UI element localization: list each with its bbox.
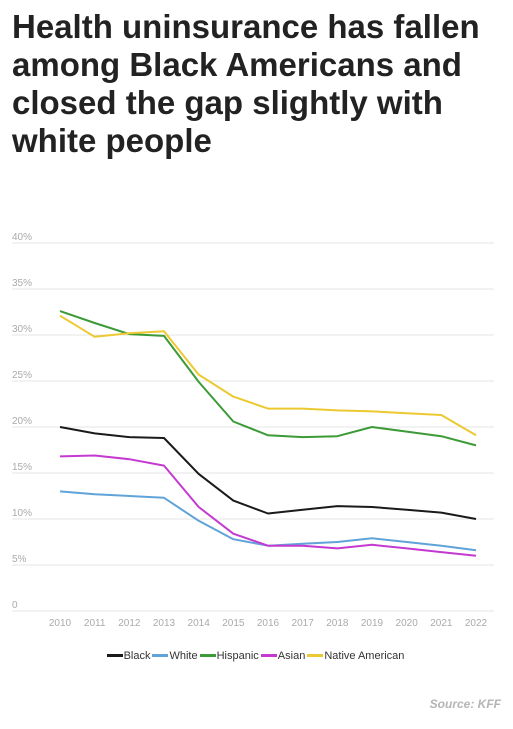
legend-label: Native American — [324, 649, 405, 662]
y-tick-label: 20% — [12, 416, 32, 427]
legend-swatch — [199, 654, 216, 657]
legend: Black White Hispanic Asian Native American — [0, 648, 513, 662]
legend-swatch — [260, 654, 277, 657]
source-note: Source: KFF — [429, 697, 501, 711]
legend-swatch — [152, 654, 169, 657]
line-chart: 05%10%15%20%25%30%35%40% 2010 2011 2012 201… — [12, 232, 494, 629]
x-tick-label: 2020 — [396, 618, 419, 629]
legend-item-white: White — [152, 649, 198, 662]
y-tick-label: 35% — [12, 278, 32, 289]
y-tick-label: 0 — [12, 600, 18, 611]
x-axis-ticks: 2010 2011 2012 2013 2014 2015 2016 2017 2018 2019… — [49, 618, 488, 629]
x-tick-label: 2014 — [188, 618, 211, 629]
x-tick-label: 2021 — [430, 618, 453, 629]
y-tick-label: 5% — [12, 554, 27, 565]
series-line-white — [59, 490, 477, 552]
y-tick-label: 15% — [12, 462, 32, 473]
y-tick-label: 30% — [12, 324, 32, 335]
legend-item-asian: Asian — [260, 649, 306, 662]
chart-title: Health uninsurance has fallen among Blac… — [12, 8, 480, 159]
series-line-hispanic — [59, 310, 477, 447]
legend-label: Black — [123, 649, 151, 662]
legend-item-hispanic: Hispanic — [199, 649, 259, 662]
y-axis-ticks: 0 5% 10% 15% 20% 25% 30% 35% 40% — [12, 232, 32, 611]
x-tick-label: 2012 — [118, 618, 141, 629]
y-tick-label: 40% — [12, 232, 32, 243]
legend-swatch — [307, 654, 324, 657]
series-line-native-american — [59, 314, 477, 437]
legend-label: Asian — [277, 649, 306, 662]
x-tick-label: 2015 — [222, 618, 245, 629]
x-tick-label: 2011 — [84, 618, 106, 629]
y-tick-label: 25% — [12, 370, 32, 381]
gridlines — [12, 242, 494, 612]
x-tick-label: 2013 — [153, 618, 176, 629]
legend-label: White — [169, 649, 198, 662]
legend-item-native-american: Native American — [307, 650, 404, 662]
series-lines — [59, 310, 477, 557]
x-tick-label: 2016 — [257, 618, 280, 629]
legend-label: Hispanic — [216, 649, 259, 662]
x-tick-label: 2010 — [49, 618, 72, 629]
legend-item-black: Black — [106, 649, 151, 662]
x-tick-label: 2018 — [326, 618, 349, 629]
series-line-black — [59, 426, 477, 520]
y-tick-label: 10% — [12, 508, 32, 519]
x-tick-label: 2019 — [361, 618, 384, 629]
x-tick-label: 2022 — [465, 618, 488, 629]
x-tick-label: 2017 — [292, 618, 315, 629]
legend-swatch — [106, 654, 123, 657]
series-line-asian — [59, 454, 477, 557]
